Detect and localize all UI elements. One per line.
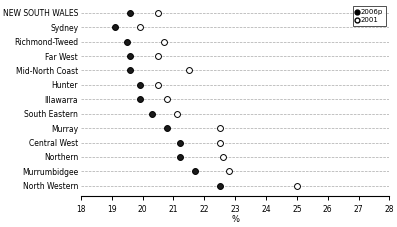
Point [186,69,192,72]
Point [127,69,133,72]
Point [155,83,161,87]
Point [164,126,170,130]
Point [155,11,161,15]
Point [217,141,223,144]
Legend: 2006p, 2001: 2006p, 2001 [353,6,386,26]
Point [294,184,300,188]
Point [173,112,180,116]
Point [155,54,161,58]
Point [220,155,226,159]
Point [217,126,223,130]
Point [137,25,143,29]
Point [149,112,155,116]
Point [217,184,223,188]
Point [127,11,133,15]
Point [164,97,170,101]
Point [226,170,232,173]
Point [127,54,133,58]
Point [124,40,130,44]
Point [161,40,168,44]
X-axis label: %: % [231,215,239,224]
Point [177,155,183,159]
Point [137,83,143,87]
Point [112,25,118,29]
Point [137,97,143,101]
Point [192,170,198,173]
Point [177,141,183,144]
